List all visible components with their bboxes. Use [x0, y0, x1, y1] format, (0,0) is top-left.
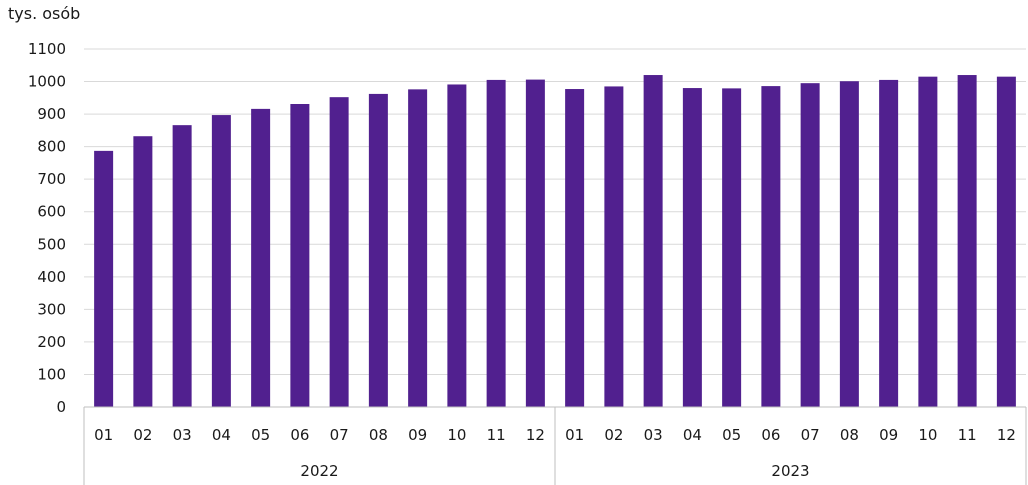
y-tick-label: 300 — [37, 300, 66, 318]
bar — [447, 84, 467, 407]
y-axis-ticks: 0 100 200 300 400 500 600 700 800 900 1000 1100 — [28, 40, 66, 416]
x-group-label: 2022 — [300, 462, 338, 480]
bar — [722, 88, 742, 407]
x-tick-label: 11 — [487, 426, 506, 444]
x-tick-label: 03 — [644, 426, 663, 444]
x-tick-label: 06 — [290, 426, 309, 444]
bar — [879, 79, 899, 407]
bar — [800, 83, 820, 407]
y-tick-label: 200 — [37, 333, 66, 351]
x-tick-label: 11 — [958, 426, 977, 444]
bar — [918, 76, 938, 407]
x-tick-label: 01 — [94, 426, 113, 444]
bar — [408, 89, 428, 408]
bar — [211, 115, 231, 408]
y-tick-label: 100 — [37, 365, 66, 383]
bar — [290, 104, 310, 407]
x-tick-label: 09 — [879, 426, 898, 444]
bars — [94, 75, 1016, 408]
x-tick-label: 04 — [212, 426, 231, 444]
x-tick-label: 12 — [997, 426, 1016, 444]
bar — [486, 79, 506, 407]
bar — [643, 75, 663, 407]
x-tick-label: 07 — [801, 426, 820, 444]
bar — [957, 75, 977, 407]
bar — [604, 86, 624, 407]
y-tick-label: 600 — [37, 203, 66, 221]
x-tick-label: 09 — [408, 426, 427, 444]
y-tick-label: 400 — [37, 268, 66, 286]
x-tick-label: 04 — [683, 426, 702, 444]
bar — [368, 93, 388, 408]
y-tick-label: 1000 — [28, 73, 66, 91]
bar — [996, 76, 1016, 407]
x-group-label: 2023 — [771, 462, 809, 480]
x-tick-label: 10 — [447, 426, 466, 444]
x-tick-label: 10 — [918, 426, 937, 444]
y-axis-unit-label: tys. osób — [8, 4, 81, 23]
x-tick-label: 12 — [526, 426, 545, 444]
bar — [329, 97, 349, 408]
y-tick-label: 700 — [37, 170, 66, 188]
bar — [525, 79, 545, 408]
bar — [172, 125, 192, 407]
x-axis: 01 02 03 04 05 06 07 08 09 10 11 12 01 02 03 04 05 06 07 08… — [83, 406, 1027, 485]
x-tick-label: 02 — [604, 426, 623, 444]
x-tick-label: 02 — [133, 426, 152, 444]
x-tick-label: 01 — [565, 426, 584, 444]
y-tick-label: 0 — [56, 398, 66, 416]
x-tick-label: 08 — [840, 426, 859, 444]
y-tick-label: 900 — [37, 105, 66, 123]
bar — [133, 136, 153, 408]
x-tick-label: 05 — [251, 426, 270, 444]
x-tick-label: 03 — [173, 426, 192, 444]
y-tick-label: 1100 — [28, 40, 66, 58]
gridlines — [84, 48, 1026, 375]
x-tick-label: 05 — [722, 426, 741, 444]
bar — [839, 81, 859, 407]
x-tick-label: 08 — [369, 426, 388, 444]
x-tick-label: 06 — [761, 426, 780, 444]
x-tick-label: 07 — [330, 426, 349, 444]
bar — [682, 88, 702, 408]
y-tick-label: 800 — [37, 138, 66, 156]
bar — [565, 89, 585, 407]
bar — [761, 86, 781, 408]
bar — [251, 108, 271, 407]
y-tick-label: 500 — [37, 235, 66, 253]
bar — [94, 150, 114, 407]
